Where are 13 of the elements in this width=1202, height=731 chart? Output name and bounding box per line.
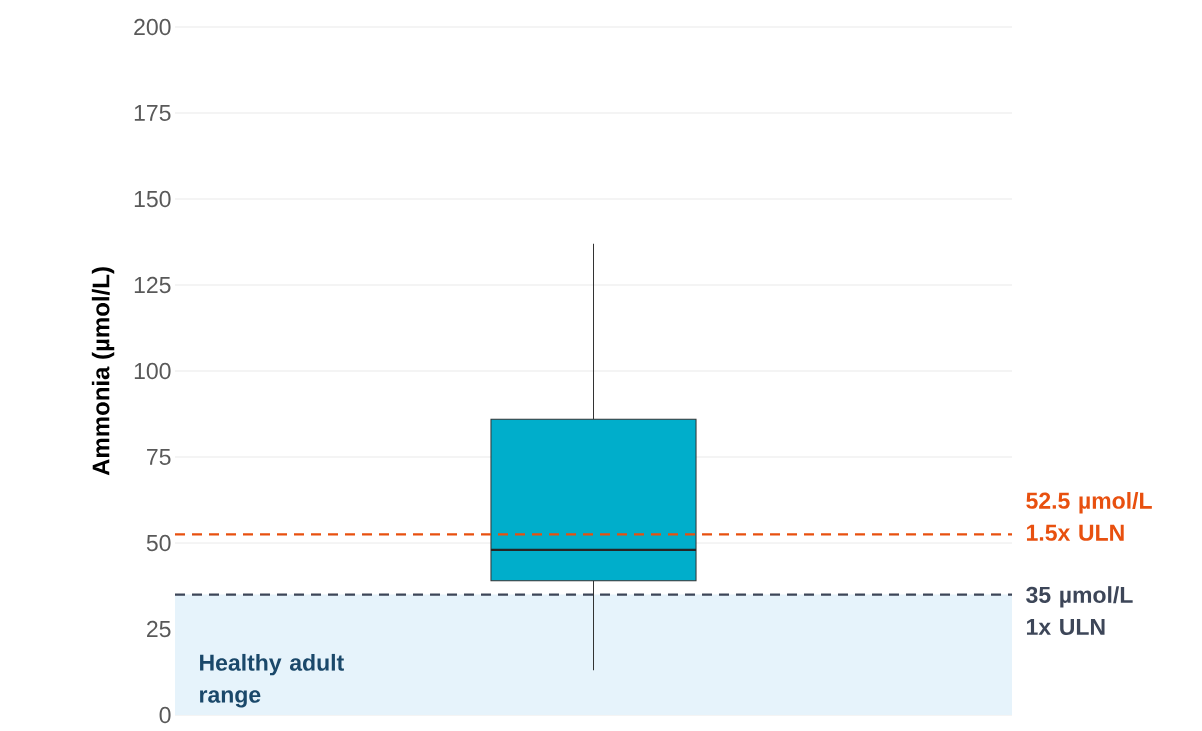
y-tick-label: 100: [134, 362, 171, 380]
y-tick-label: 50: [146, 534, 171, 552]
band-label: Healthy adult range: [200, 653, 344, 708]
y-tick-label: 25: [147, 620, 171, 638]
y-tick-label: 75: [147, 448, 171, 466]
y-tick-label: 175: [134, 104, 171, 122]
y-tick-label: 125: [134, 276, 171, 294]
y-tick-label: 200: [134, 18, 171, 36]
ref-line-label: 52.5 µmol/L 1.5x ULN: [1026, 491, 1152, 541]
y-tick-label: 150: [134, 190, 171, 208]
y-axis-title: Ammonia (µmol/L): [91, 267, 115, 476]
y-tick-label: 0: [159, 706, 171, 724]
ref-line-label: 35 µmol/L 1x ULN: [1026, 586, 1133, 636]
